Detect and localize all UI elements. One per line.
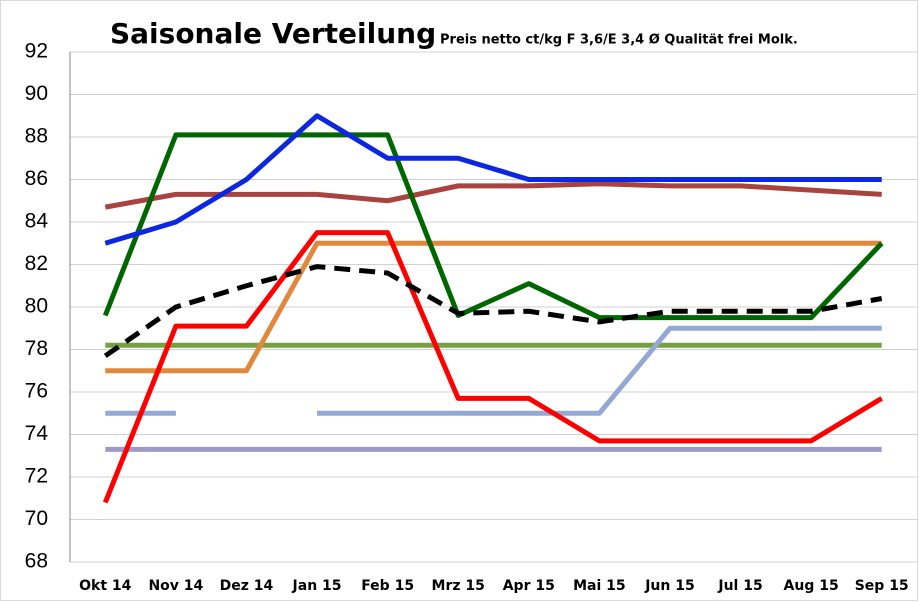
x-tick-label: Okt 14 [79,578,132,594]
x-tick-label: Jul 15 [717,578,762,594]
y-tick-label: 84 [25,210,49,233]
x-tick-label: Dez 14 [220,578,274,594]
x-tick-label: Aug 15 [784,578,839,594]
y-tick-label: 88 [25,125,48,148]
series-line [105,240,882,374]
y-tick-label: 70 [25,507,48,530]
x-tick-label: Mrz 15 [432,578,485,594]
y-tick-label: 80 [25,295,48,318]
y-tick-label: 72 [25,465,48,488]
x-tick-label: Sep 15 [855,578,909,594]
series-line [104,113,882,246]
chart-title: Saisonale Verteilung [110,17,436,50]
y-tick-label: 90 [25,82,48,105]
x-tick-label: Jun 15 [644,578,695,594]
x-tick-label: Apr 15 [503,578,555,594]
y-tick-label: 82 [25,252,48,275]
y-tick-label: 78 [25,337,48,360]
y-tick-label: 68 [25,550,48,573]
x-tick-label: Mai 15 [573,578,626,594]
y-tick-label: 92 [25,40,48,63]
x-tick-label: Feb 15 [361,578,414,594]
series-line [102,230,883,504]
series-line [104,181,882,210]
y-tick-label: 74 [25,422,49,445]
y-tick-label: 76 [25,380,48,403]
x-tick-label: Jan 15 [292,578,342,594]
y-tick-label: 86 [25,167,48,190]
chart-subtitle: Preis netto ct/kg F 3,6/E 3,4 Ø Qualität… [440,33,798,48]
series-line [102,132,884,321]
x-tick-label: Nov 14 [148,578,203,594]
series-line [103,264,883,358]
